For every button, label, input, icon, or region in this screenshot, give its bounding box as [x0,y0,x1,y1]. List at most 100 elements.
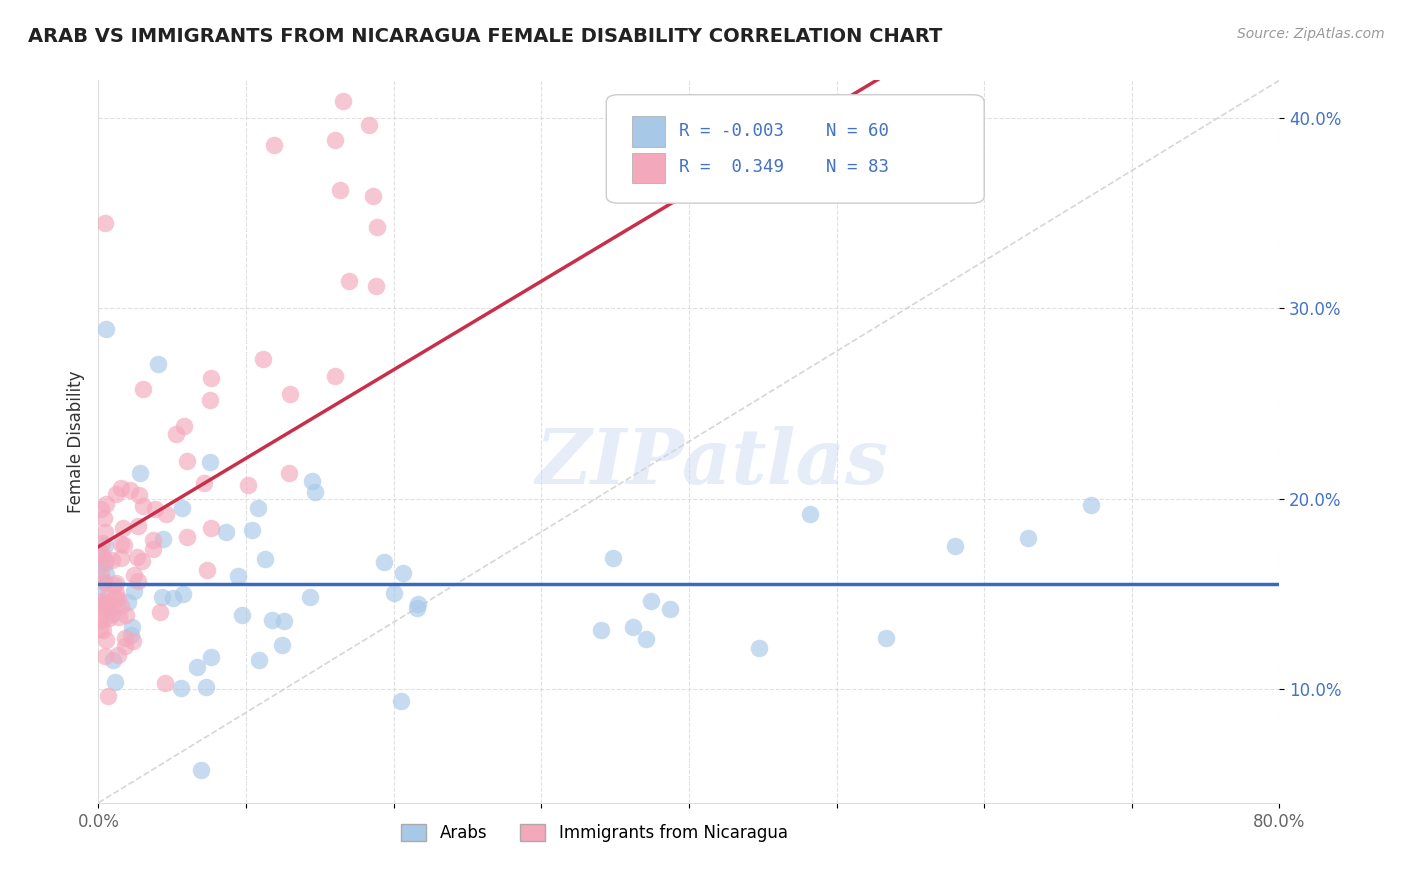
Point [114,607,136,622]
Point [120,627,142,641]
Point [93,524,115,539]
Point [389,694,412,708]
Point [263,138,285,153]
Point [200,649,222,664]
Point [240,523,263,537]
Point [172,587,194,601]
FancyBboxPatch shape [633,153,665,183]
Point [176,454,198,468]
Point [382,586,405,600]
Point [90,566,112,581]
Point [406,600,429,615]
Point [89,613,111,627]
Point [132,382,155,396]
Point [193,475,215,490]
Point [117,595,139,609]
Point [132,499,155,513]
Point [101,607,124,621]
Legend: Arabs, Immigrants from Nicaragua: Arabs, Immigrants from Nicaragua [395,817,794,848]
Point [391,566,413,581]
Point [89,558,111,572]
Point [97,689,120,703]
Point [198,455,221,469]
Point [114,631,136,645]
Point [301,475,323,489]
Y-axis label: Female Disability: Female Disability [66,370,84,513]
Point [93,511,115,525]
Point [332,94,354,108]
Point [89,622,111,636]
Point [98,611,121,625]
Point [96,497,118,511]
Point [94,322,117,336]
Point [101,553,124,567]
Point [200,371,222,385]
Point [247,653,270,667]
Point [215,525,238,540]
Point [152,590,174,604]
Point [252,352,274,367]
Point [361,189,384,203]
Point [1017,531,1039,545]
Point [149,605,172,619]
Point [110,551,132,566]
Point [236,478,259,492]
Point [91,624,114,638]
Point [96,599,118,614]
Point [270,638,292,652]
Point [104,591,127,606]
Point [93,216,115,230]
Point [186,660,208,674]
FancyBboxPatch shape [633,117,665,147]
Point [799,507,821,521]
Point [152,532,174,546]
Point [110,537,132,551]
Point [247,500,270,515]
Point [89,608,111,623]
Point [112,538,135,552]
Point [162,591,184,605]
Point [128,488,150,502]
Point [943,539,966,553]
Point [406,597,429,611]
Point [366,219,388,234]
Point [131,554,153,568]
Point [278,386,301,401]
Point [103,653,125,667]
Point [111,521,134,535]
Point [120,483,142,498]
Point [89,549,111,564]
Point [198,393,221,408]
Point [640,594,662,608]
Point [200,521,222,535]
Point [125,549,148,564]
Point [195,563,218,577]
Text: R = -0.003    N = 60: R = -0.003 N = 60 [679,122,890,140]
Point [105,576,128,591]
Point [226,568,249,582]
Point [96,567,118,582]
Point [142,542,165,557]
Point [153,676,176,690]
Point [89,579,111,593]
Point [122,568,145,582]
Point [101,599,124,613]
Point [337,274,360,288]
Point [122,583,145,598]
Point [658,602,681,616]
Point [105,486,128,500]
Point [143,502,166,516]
Point [105,586,128,600]
Point [190,763,212,777]
Point [748,641,770,656]
Point [146,358,169,372]
Point [328,183,350,197]
Text: ARAB VS IMMIGRANTS FROM NICARAGUA FEMALE DISABILITY CORRELATION CHART: ARAB VS IMMIGRANTS FROM NICARAGUA FEMALE… [28,27,942,45]
Point [602,550,624,565]
Point [323,133,346,147]
Point [114,639,136,653]
Point [94,648,117,663]
Point [172,500,194,515]
Point [91,594,114,608]
Point [260,613,283,627]
